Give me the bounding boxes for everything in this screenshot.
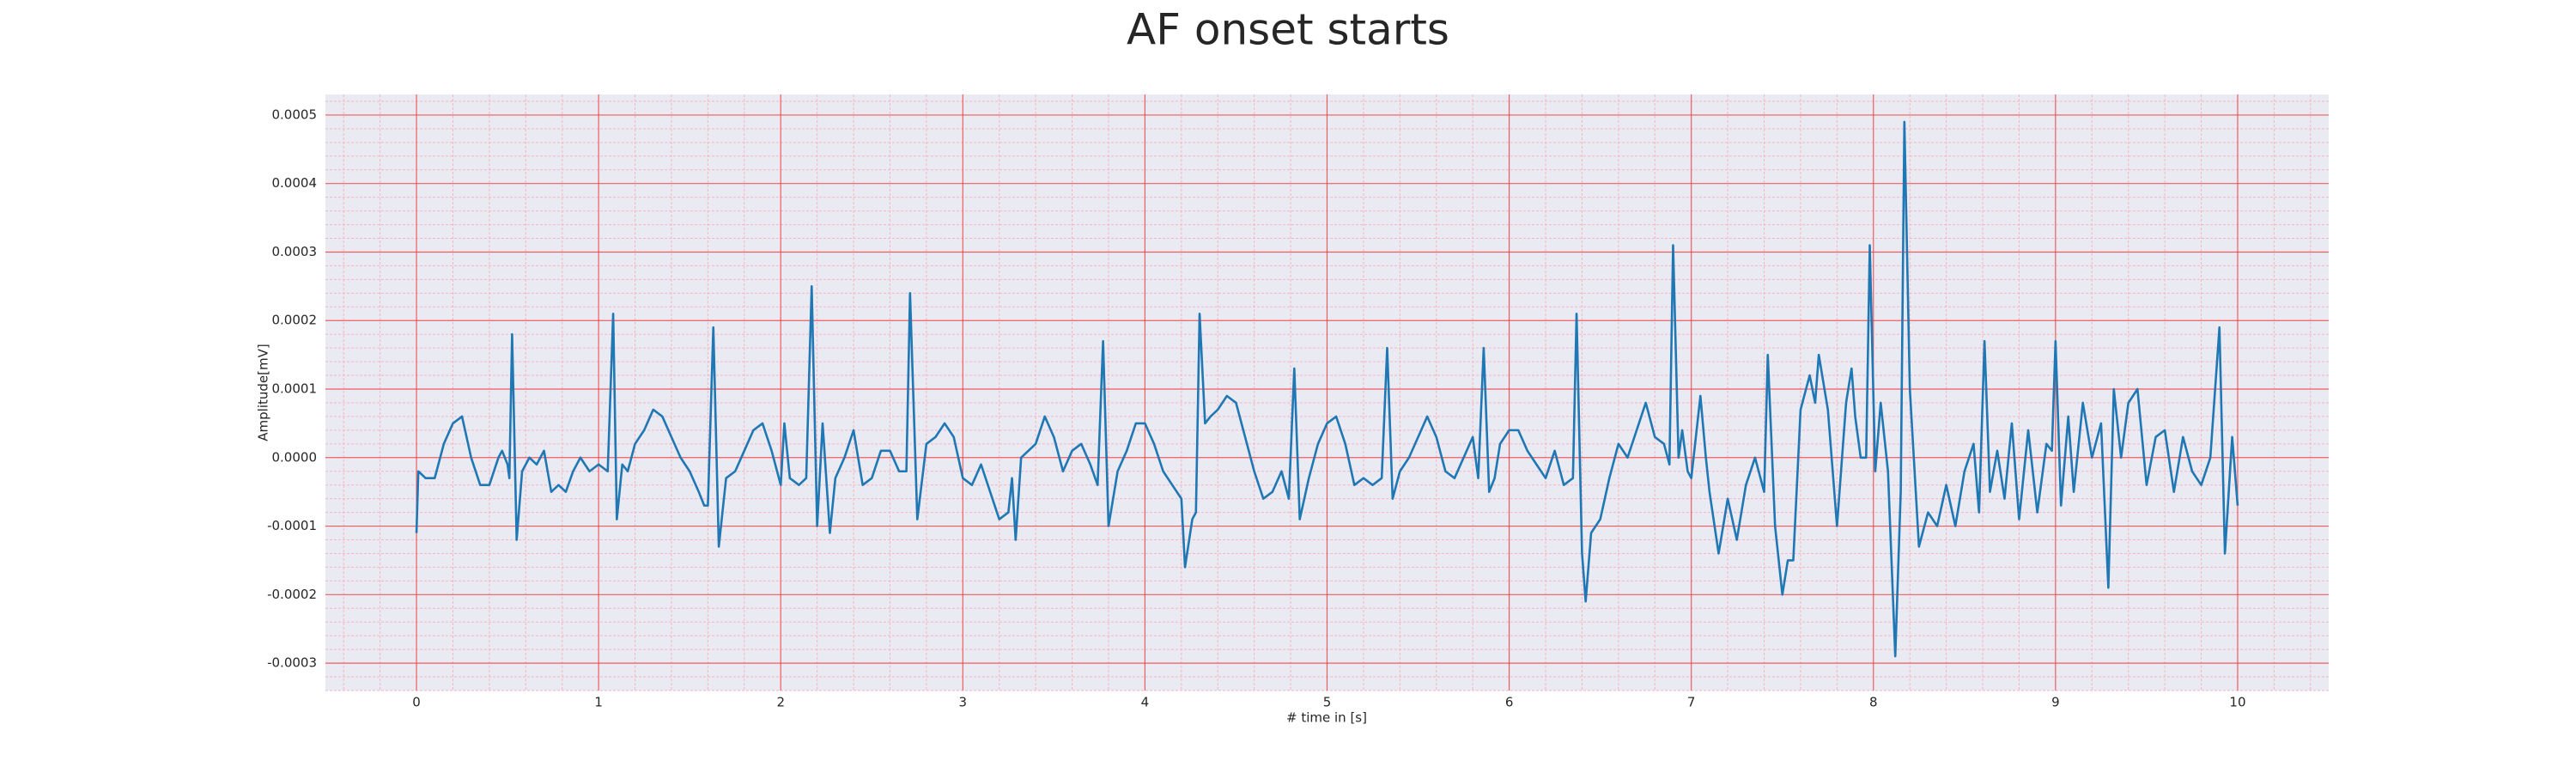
y-tick-label: 0.0001 [272, 381, 318, 397]
y-tick-label: -0.0003 [267, 655, 317, 671]
x-tick-label: 9 [2051, 695, 2060, 710]
chart-title: AF onset starts [1127, 5, 1449, 55]
x-tick-label: 4 [1141, 695, 1150, 710]
y-tick-label: 0.0005 [272, 107, 318, 122]
marks [415, 120, 2239, 658]
y-tick-label: 0.0002 [272, 313, 318, 328]
y-tick-label: 0.0004 [272, 175, 318, 191]
y-axis-label: Amplitude[mV] [256, 344, 271, 441]
y-tick-label: 0.0003 [272, 244, 318, 259]
y-tick-label: -0.0002 [267, 587, 317, 602]
x-tick-label: 6 [1505, 695, 1514, 710]
x-tick-label: 0 [412, 695, 421, 710]
signal-line [415, 120, 2239, 658]
x-tick-label: 3 [959, 695, 968, 710]
x-tick-label: 8 [1869, 695, 1878, 710]
y-tick-label: -0.0001 [267, 518, 317, 533]
x-axis-label: # time in [s] [1286, 710, 1367, 726]
x-tick-label: 10 [2229, 695, 2245, 710]
x-tick-label: 1 [594, 695, 603, 710]
x-tick-label: 5 [1323, 695, 1332, 710]
y-tick-label: 0.0000 [272, 449, 318, 465]
x-tick-label: 2 [776, 695, 785, 710]
x-tick-label: 7 [1687, 695, 1696, 710]
grid [325, 94, 2329, 691]
